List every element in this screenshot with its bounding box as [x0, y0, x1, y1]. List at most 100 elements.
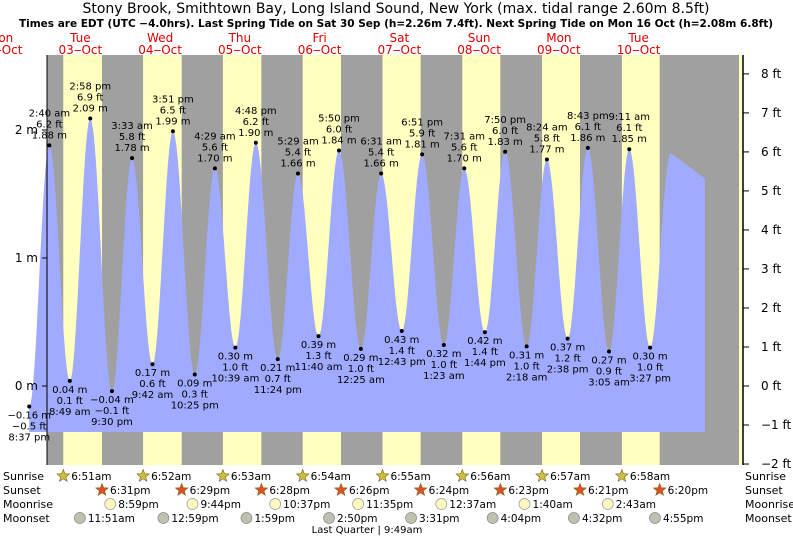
tide-ft-label: 6.5 ft [160, 105, 186, 116]
right-tick-label: 8 ft [761, 67, 781, 81]
tide-time-label: 10:39 am [211, 374, 259, 385]
tide-time-label: 12:25 am [337, 375, 385, 386]
tide-point [482, 330, 487, 335]
tide-ft-label: 6.9 ft [77, 92, 103, 103]
tide-ft-label: 6.2 ft [243, 117, 269, 128]
sunset-icon [573, 482, 587, 496]
tide-point [648, 345, 653, 350]
tide-time-label: 7:31 am [443, 131, 485, 142]
tide-ft-label: 5.6 ft [451, 142, 477, 153]
day-date-label: 05‒Oct [218, 43, 262, 57]
tide-m-label: 1.78 m [114, 143, 149, 154]
moonset-time: 4:55pm [663, 513, 703, 525]
moonrise-time: 9:44pm [200, 499, 240, 511]
tide-time-label: 3:51 pm [152, 94, 194, 105]
day-name-label: Fri [312, 31, 326, 45]
tide-m-label: 0.27 m [591, 355, 626, 366]
tide-time-label: 9:42 am [132, 390, 174, 401]
moonset-row-label-right: Moonset [745, 512, 792, 525]
moonset-time: 3:31pm [419, 513, 459, 525]
tide-ft-label: 1.0 ft [222, 363, 248, 374]
moonrise-time: 12:37am [449, 499, 496, 511]
tide-point [585, 145, 590, 150]
day-date-label: 07‒Oct [378, 43, 422, 57]
tide-ft-label: 5.4 ft [368, 148, 394, 159]
tide-m-label: 1.77 m [529, 144, 564, 155]
tide-m-label: 0.30 m [218, 352, 253, 363]
moonset-time: 1:59pm [254, 513, 294, 525]
tide-ft-label: 6.0 ft [326, 124, 352, 135]
day-date-label: 02‒Oct [0, 43, 23, 57]
right-tick-label: 2 ft [761, 301, 781, 315]
right-tick-label: −1 ft [761, 418, 792, 432]
tide-m-label: 1.70 m [447, 153, 482, 164]
sunset-time: 6:23pm [508, 485, 548, 497]
sunrise-time: 6:55am [390, 471, 430, 483]
tide-point [399, 328, 404, 333]
day-date-label: 04‒Oct [138, 43, 182, 57]
sunset-row-label-right: Sunset [745, 484, 783, 497]
tide-point [275, 357, 280, 362]
tide-time-label: 10:25 pm [171, 400, 219, 411]
moonset-icon [405, 512, 417, 524]
moonset-row-label-left: Moonset [3, 512, 50, 525]
sunrise-time: 6:54am [311, 471, 351, 483]
tide-m-label: 1.81 m [405, 139, 440, 150]
tide-point [170, 129, 175, 134]
tide-m-label: 0.17 m [135, 368, 170, 379]
tide-point [295, 171, 300, 176]
right-tick-label: 3 ft [761, 262, 781, 276]
sunrise-icon [295, 468, 310, 482]
sunrise-row-label-right: Sunrise [745, 470, 786, 483]
sunset-icon [334, 482, 348, 496]
tide-m-label: 1.86 m [570, 133, 605, 144]
tide-point [67, 378, 72, 383]
right-axis-band [739, 55, 743, 465]
tide-ft-label: 1.4 ft [472, 347, 498, 358]
left-tick-label: 2 m [15, 123, 38, 137]
day-name-label: Wed [147, 31, 173, 45]
day-name-label: Mon [546, 31, 571, 45]
tide-area [29, 118, 706, 432]
sunrise-time: 6:52am [151, 471, 191, 483]
tide-point [565, 336, 570, 341]
sunset-icon [254, 482, 269, 496]
tide-point [109, 389, 114, 394]
tide-ft-label: 6.0 ft [492, 126, 518, 137]
chart-subtitle: Times are EDT (UTC −4.0hrs). Last Spring… [19, 18, 773, 30]
tide-point [253, 140, 258, 145]
moonrise-icon [518, 498, 531, 510]
day-name-label: Thu [228, 31, 252, 45]
tide-time-label: 5:50 pm [318, 113, 360, 124]
sunrise-row-label-left: Sunrise [3, 470, 44, 483]
tide-time-label: 3:33 am [111, 121, 153, 132]
tide-m-label: 0.29 m [343, 353, 378, 364]
tide-time-label: 12:43 pm [378, 357, 426, 368]
tide-ft-label: 0.3 ft [182, 389, 208, 400]
tide-point [503, 149, 508, 154]
moonrise-time: 11:35pm [366, 499, 413, 511]
sunrise-icon [455, 468, 470, 482]
sunrise-time: 6:51am [71, 471, 111, 483]
tide-m-label: 0.43 m [384, 335, 419, 346]
tide-m-label: 0.42 m [467, 336, 502, 347]
sunrise-icon [535, 468, 550, 482]
sunset-time: 6:26pm [349, 485, 389, 497]
tide-ft-label: −0.5 ft [12, 421, 47, 432]
moonset-icon [74, 512, 86, 524]
sunrise-icon [375, 468, 390, 482]
day-name-label: Tue [627, 31, 649, 45]
tide-ft-label: 1.0 ft [513, 361, 539, 372]
sunset-time: 6:28pm [269, 485, 309, 497]
tide-m-label: 1.84 m [321, 135, 356, 146]
tide-ft-label: 0.1 ft [57, 396, 83, 407]
moonset-time: 4:04pm [501, 513, 541, 525]
sunrise-time: 6:57am [550, 471, 590, 483]
left-tick-label: 1 m [15, 251, 38, 265]
sunrise-icon [614, 468, 629, 482]
tide-time-label: 11:40 am [295, 362, 343, 373]
sunset-time: 6:31pm [110, 485, 150, 497]
tide-ft-label: 6.2 ft [36, 119, 62, 130]
sunset-icon [652, 482, 667, 496]
right-tick-label: 7 ft [761, 106, 781, 120]
